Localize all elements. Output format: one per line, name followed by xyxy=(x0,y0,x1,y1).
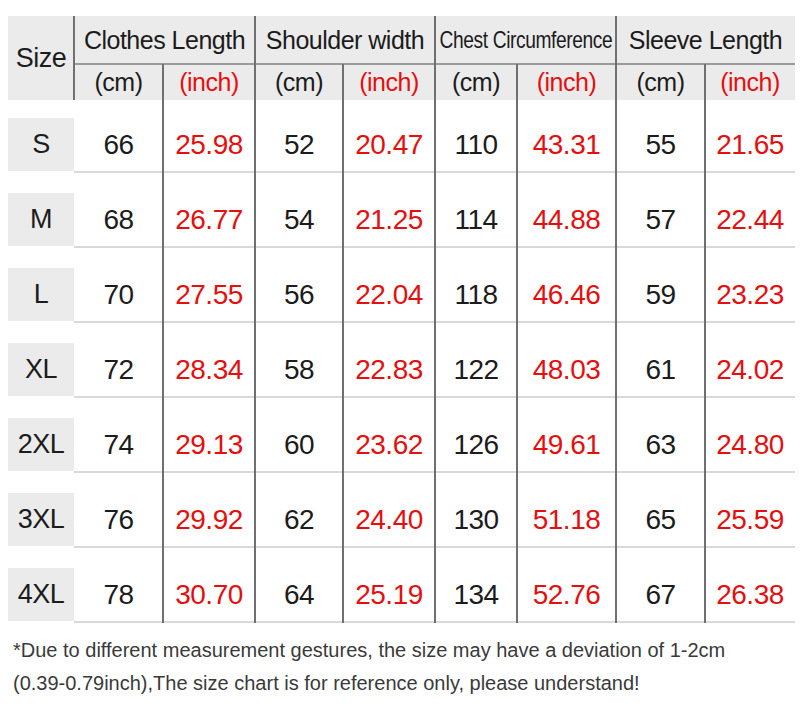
clothes-length-cm: 66 xyxy=(74,118,163,171)
shoulder-width-cm: 56 xyxy=(255,268,343,321)
group-chest-circumference: Chest Circumference xyxy=(435,16,616,64)
unit-cm-shoulder: (cm) xyxy=(255,64,343,100)
shoulder-width-cm: 60 xyxy=(255,418,343,471)
sleeve-length-cm: 57 xyxy=(616,193,705,246)
size-value: XL xyxy=(8,343,74,396)
sleeve-length-inch: 22.44 xyxy=(705,193,795,246)
size-value: S xyxy=(8,118,74,171)
column-divider-line xyxy=(162,64,164,623)
clothes-length-inch: 27.55 xyxy=(163,268,255,321)
clothes-length-cm: 78 xyxy=(74,568,163,621)
sleeve-length-cm: 63 xyxy=(616,418,705,471)
clothes-length-cm: 72 xyxy=(74,343,163,396)
unit-inch-sleeve: (inch) xyxy=(705,64,795,100)
sleeve-length-inch: 23.23 xyxy=(705,268,795,321)
sleeve-length-inch: 25.59 xyxy=(705,493,795,546)
column-divider-line xyxy=(73,16,75,100)
chest-circ-cm: 122 xyxy=(435,343,517,396)
group-chest-circumference-label: Chest Circumference xyxy=(439,26,612,54)
shoulder-width-inch: 21.25 xyxy=(343,193,435,246)
unit-cm-sleeve: (cm) xyxy=(616,64,705,100)
clothes-length-cm: 76 xyxy=(74,493,163,546)
table-row-m: M 68 26.77 54 21.25 114 44.88 57 22.44 xyxy=(8,193,795,246)
table-row-l: L 70 27.55 56 22.04 118 46.46 59 23.23 xyxy=(8,268,795,321)
disclaimer-line-2: (0.39-0.79inch),The size chart is for re… xyxy=(13,667,725,700)
chest-circ-cm: 134 xyxy=(435,568,517,621)
sleeve-length-cm: 55 xyxy=(616,118,705,171)
shoulder-width-cm: 54 xyxy=(255,193,343,246)
column-divider-line xyxy=(254,16,256,623)
shoulder-width-inch: 22.04 xyxy=(343,268,435,321)
table-header: Size Clothes Length Shoulder width Chest… xyxy=(8,16,795,100)
size-value: 4XL xyxy=(8,568,74,621)
clothes-length-inch: 25.98 xyxy=(163,118,255,171)
column-divider-line xyxy=(342,64,344,623)
shoulder-width-cm: 52 xyxy=(255,118,343,171)
shoulder-width-cm: 58 xyxy=(255,343,343,396)
sleeve-length-cm: 61 xyxy=(616,343,705,396)
chest-circ-cm: 130 xyxy=(435,493,517,546)
chest-circ-cm: 118 xyxy=(435,268,517,321)
chest-circ-inch: 52.76 xyxy=(517,568,616,621)
size-column-header: Size xyxy=(8,16,74,100)
table-row-s: S 66 25.98 52 20.47 110 43.31 55 21.65 xyxy=(8,118,795,171)
clothes-length-cm: 74 xyxy=(74,418,163,471)
unit-inch-shoulder: (inch) xyxy=(343,64,435,100)
clothes-length-inch: 29.92 xyxy=(163,493,255,546)
unit-cm-clothes: (cm) xyxy=(74,64,163,100)
size-chart-page: Size Clothes Length Shoulder width Chest… xyxy=(0,0,800,709)
chest-circ-cm: 114 xyxy=(435,193,517,246)
shoulder-width-inch: 24.40 xyxy=(343,493,435,546)
sleeve-length-inch: 24.02 xyxy=(705,343,795,396)
chest-circ-inch: 44.88 xyxy=(517,193,616,246)
clothes-length-inch: 29.13 xyxy=(163,418,255,471)
column-divider-line xyxy=(704,64,706,623)
sleeve-length-inch: 24.80 xyxy=(705,418,795,471)
table-row-4xl: 4XL 78 30.70 64 25.19 134 52.76 67 26.38 xyxy=(8,568,795,621)
column-divider-line xyxy=(615,16,617,623)
sleeve-length-cm: 59 xyxy=(616,268,705,321)
disclaimer-line-1: *Due to different measurement gestures, … xyxy=(13,634,725,667)
sleeve-length-inch: 21.65 xyxy=(705,118,795,171)
clothes-length-cm: 70 xyxy=(74,268,163,321)
unit-inch-clothes: (inch) xyxy=(163,64,255,100)
chest-circ-inch: 51.18 xyxy=(517,493,616,546)
chest-circ-inch: 49.61 xyxy=(517,418,616,471)
group-sleeve-length: Sleeve Length xyxy=(616,16,795,64)
sleeve-length-cm: 67 xyxy=(616,568,705,621)
clothes-length-inch: 30.70 xyxy=(163,568,255,621)
shoulder-width-inch: 25.19 xyxy=(343,568,435,621)
clothes-length-inch: 28.34 xyxy=(163,343,255,396)
chest-circ-inch: 46.46 xyxy=(517,268,616,321)
sleeve-length-cm: 65 xyxy=(616,493,705,546)
chest-circ-inch: 43.31 xyxy=(517,118,616,171)
chest-circ-inch: 48.03 xyxy=(517,343,616,396)
shoulder-width-inch: 20.47 xyxy=(343,118,435,171)
chest-circ-cm: 126 xyxy=(435,418,517,471)
clothes-length-cm: 68 xyxy=(74,193,163,246)
size-value: 2XL xyxy=(8,418,74,471)
column-divider-line xyxy=(434,16,436,623)
unit-cm-chest: (cm) xyxy=(435,64,517,100)
shoulder-width-cm: 62 xyxy=(255,493,343,546)
table-row-2xl: 2XL 74 29.13 60 23.62 126 49.61 63 24.80 xyxy=(8,418,795,471)
clothes-length-inch: 26.77 xyxy=(163,193,255,246)
chest-circ-cm: 110 xyxy=(435,118,517,171)
table-row-xl: XL 72 28.34 58 22.83 122 48.03 61 24.02 xyxy=(8,343,795,396)
group-clothes-length: Clothes Length xyxy=(74,16,255,64)
column-divider-line xyxy=(516,64,518,623)
size-value: L xyxy=(8,268,74,321)
group-shoulder-width: Shoulder width xyxy=(255,16,435,64)
shoulder-width-cm: 64 xyxy=(255,568,343,621)
size-value: 3XL xyxy=(8,493,74,546)
shoulder-width-inch: 23.62 xyxy=(343,418,435,471)
measurement-disclaimer: *Due to different measurement gestures, … xyxy=(13,634,725,700)
shoulder-width-inch: 22.83 xyxy=(343,343,435,396)
unit-inch-chest: (inch) xyxy=(517,64,616,100)
size-value: M xyxy=(8,193,74,246)
sleeve-length-inch: 26.38 xyxy=(705,568,795,621)
table-row-3xl: 3XL 76 29.92 62 24.40 130 51.18 65 25.59 xyxy=(8,493,795,546)
